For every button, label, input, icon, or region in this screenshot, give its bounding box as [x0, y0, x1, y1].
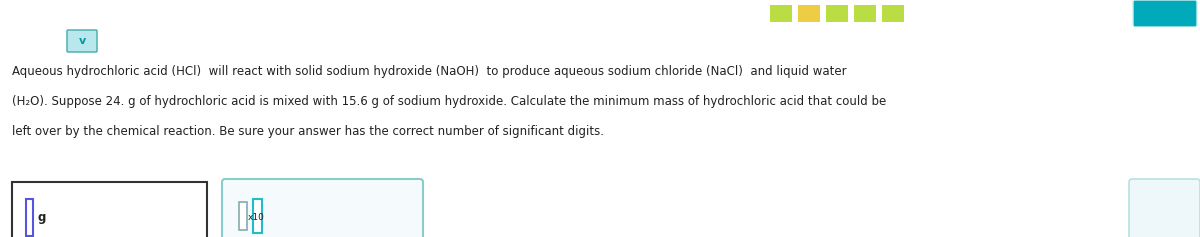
Bar — [12, 182, 208, 237]
Text: left over by the chemical reaction. Be sure your answer has the correct number o: left over by the chemical reaction. Be s… — [12, 125, 604, 138]
Bar — [882, 5, 904, 22]
Text: Limiting reactants: Limiting reactants — [28, 7, 156, 20]
Bar — [239, 202, 247, 230]
Bar — [826, 5, 848, 22]
Text: Aqueous hydrochloric acid (HCl)  will react with solid sodium hydroxide (NaOH)  : Aqueous hydrochloric acid (HCl) will rea… — [12, 65, 847, 78]
Text: g: g — [37, 211, 46, 224]
Bar — [253, 199, 262, 233]
Bar — [770, 5, 792, 22]
Text: (H₂O). Suppose 24. g of hydrochloric acid is mixed with 15.6 g of sodium hydroxi: (H₂O). Suppose 24. g of hydrochloric aci… — [12, 95, 887, 108]
Text: x10: x10 — [248, 213, 265, 222]
Bar — [798, 5, 820, 22]
FancyBboxPatch shape — [1133, 0, 1198, 27]
Text: v: v — [78, 36, 85, 46]
FancyBboxPatch shape — [222, 179, 424, 237]
Bar — [26, 199, 34, 236]
Bar — [854, 5, 876, 22]
FancyBboxPatch shape — [67, 30, 97, 52]
FancyBboxPatch shape — [1129, 179, 1200, 237]
